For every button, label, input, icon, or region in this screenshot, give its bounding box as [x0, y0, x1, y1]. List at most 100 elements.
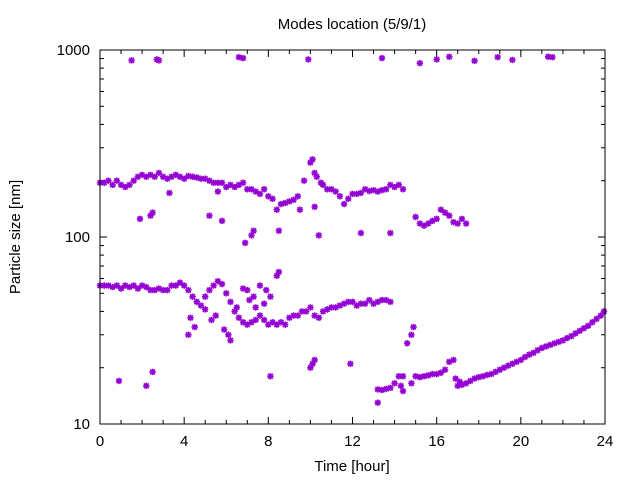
x-tick-label: 8 [264, 433, 272, 450]
data-point [149, 209, 156, 216]
data-point [269, 195, 276, 203]
data-point [155, 57, 163, 64]
data-point [267, 373, 274, 380]
data-point [281, 321, 289, 328]
data-point [494, 54, 501, 61]
y-tick-label: 1000 [57, 42, 90, 59]
data-point [113, 177, 121, 184]
data-point [309, 156, 316, 163]
data-point [239, 179, 247, 186]
data-point [441, 209, 449, 216]
data-point [319, 181, 327, 189]
data-point [164, 286, 171, 294]
data-point [589, 319, 596, 326]
data-point [185, 286, 192, 294]
data-point [399, 373, 407, 380]
data-point [456, 378, 464, 386]
data-point [130, 282, 137, 289]
y-tick-label: 10 [73, 416, 90, 433]
data-point [218, 280, 226, 288]
data-point [220, 326, 228, 333]
data-point [387, 384, 394, 392]
data-point [315, 232, 323, 239]
data-point [530, 349, 537, 357]
data-point [397, 382, 405, 390]
data-point [408, 331, 415, 338]
data-point [227, 298, 234, 306]
data-point [399, 387, 407, 395]
data-point [509, 56, 516, 64]
data-point [382, 186, 390, 193]
data-point [109, 181, 116, 189]
data-point [340, 200, 348, 208]
data-point [176, 279, 184, 286]
data-point [275, 227, 283, 234]
data-point [225, 331, 232, 338]
x-tick-label: 0 [96, 433, 104, 450]
data-point [149, 368, 156, 376]
data-point [214, 278, 222, 285]
data-point [208, 316, 215, 324]
data-point [315, 314, 323, 321]
data-point [113, 282, 121, 289]
data-point [458, 215, 466, 223]
data-point [300, 177, 308, 184]
data-point [471, 57, 478, 65]
x-tick-label: 4 [180, 433, 188, 450]
data-point [446, 212, 453, 219]
data-point [187, 314, 194, 321]
data-point [136, 215, 144, 223]
data-point [395, 181, 402, 189]
data-point [420, 373, 428, 380]
data-point [206, 286, 213, 294]
data-point [239, 54, 247, 62]
data-point [410, 323, 417, 331]
data-point [437, 369, 445, 376]
data-point [117, 285, 125, 292]
data-point [115, 377, 123, 385]
data-point [345, 195, 352, 203]
data-point [378, 54, 386, 62]
data-point [256, 190, 264, 198]
data-point [305, 56, 312, 63]
data-point [600, 308, 608, 315]
data-point [260, 300, 268, 307]
data-point [263, 286, 270, 294]
data-point [189, 293, 196, 300]
data-point [404, 340, 411, 347]
data-point [332, 188, 339, 195]
data-point [252, 304, 259, 311]
data-point [357, 229, 365, 237]
data-point [206, 212, 213, 219]
data-point [517, 356, 525, 364]
data-point [267, 293, 274, 300]
data-point [166, 189, 173, 197]
data-point [387, 298, 394, 306]
data-point [441, 366, 449, 373]
data-point [172, 282, 179, 289]
data-point [361, 300, 369, 307]
data-point [307, 304, 314, 311]
data-point [185, 172, 192, 180]
data-point [212, 312, 219, 319]
axis-ticks: 0 4 8 12 16 20 24 10 100 1000 [57, 42, 614, 450]
plot-frame [99, 49, 606, 425]
data-point [138, 171, 146, 179]
data-point [105, 177, 112, 184]
data-point [260, 186, 268, 193]
data-point [246, 296, 253, 304]
data-point [223, 290, 230, 297]
data-points [96, 53, 608, 406]
data-point [260, 316, 268, 324]
data-point [256, 312, 264, 319]
data-point [462, 220, 470, 227]
data-point [313, 173, 320, 180]
x-tick-label: 20 [512, 433, 529, 450]
data-point [584, 322, 592, 330]
data-point [412, 213, 419, 221]
data-point [244, 286, 251, 294]
data-point [437, 206, 445, 213]
data-point [399, 186, 407, 193]
data-point [189, 173, 196, 180]
data-point [256, 282, 264, 289]
